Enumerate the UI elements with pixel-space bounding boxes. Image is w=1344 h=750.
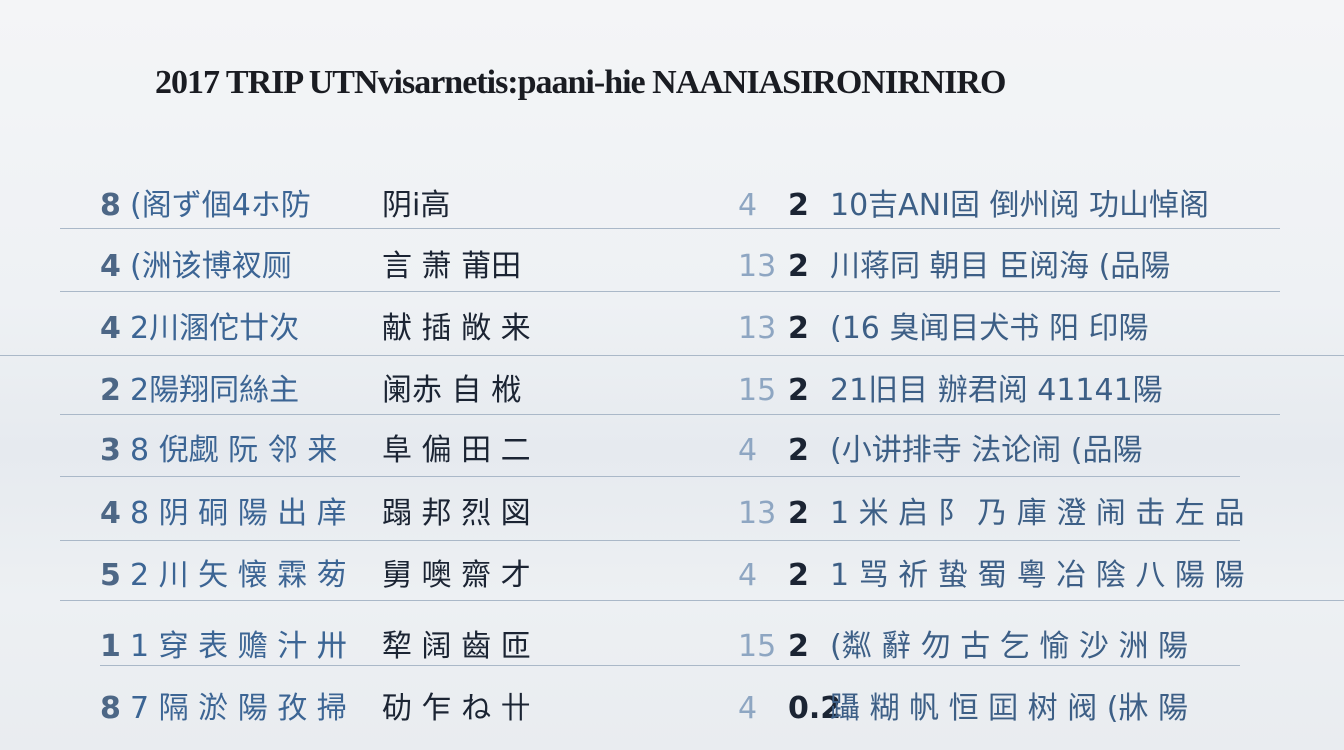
right-number: 2 <box>788 496 809 531</box>
right-number: 2 <box>788 558 809 593</box>
right-text: (粼 辭 勿 古 乞 愉 沙 洲 陽 <box>830 629 1188 664</box>
right-index: 15 <box>738 629 777 664</box>
row-divider <box>60 414 1280 415</box>
row-index: 3 <box>100 433 121 468</box>
table-row: 4 8 阴 硐 陽 出 庠蹋 邦 烈 図 13 2 1 米 启 阝 乃 庫 澄 闹 击 … <box>0 486 1344 544</box>
mid-text: 劯 乍 ね 卄 <box>382 691 531 726</box>
mid-text: 阑赤 自 栰 <box>382 373 522 408</box>
left-text: 8 倪觑 阮 邻 来 <box>130 433 338 468</box>
row-divider <box>60 291 1280 292</box>
table-row: 8 (阁ず個4ホ防 阴i高 4 2 10吉ANI固 倒州阅 功山悼阁 <box>0 178 1344 236</box>
mid-text: 献 插 敞 来 <box>382 311 531 346</box>
right-index: 15 <box>738 373 777 408</box>
left-text: 2陽翔同絲主 <box>130 373 300 408</box>
row-index: 8 <box>100 691 121 726</box>
mid-text: 阜 偏 田 二 <box>382 433 531 468</box>
right-number: 2 <box>788 373 809 408</box>
right-text: 川蒋同 朝目 臣阅海 (品陽 <box>830 249 1171 284</box>
mid-text: 言 萧 莆田 <box>382 249 522 284</box>
right-index: 4 <box>738 691 758 726</box>
page-title: 2017 TRIP UTNvisarnetis:paani-hie NAANIA… <box>155 64 1006 101</box>
right-text: 10吉ANI固 倒州阅 功山悼阁 <box>830 188 1210 223</box>
row-index: 4 <box>100 249 121 284</box>
right-index: 13 <box>738 311 777 346</box>
right-number: 2 <box>788 188 809 223</box>
row-index: 5 <box>100 558 121 593</box>
right-number: 2 <box>788 249 809 284</box>
left-text: 8 阴 硐 陽 出 庠 <box>130 496 347 531</box>
row-index: 4 <box>100 311 121 346</box>
right-number: 0.2 <box>788 691 842 726</box>
mid-text: 舅 噢 齋 才 <box>382 558 531 593</box>
row-divider <box>0 355 1344 356</box>
table-row: 2 2陽翔同絲主 阑赤 自 栰 15 2 21旧目 辦君阅 41141陽 <box>0 363 1344 421</box>
right-text: 躡 糊 帆 恒 囸 树 阀 (牀 陽 <box>830 691 1188 726</box>
table-row: 1 1 穿 表 赡 汁 卅犂 阔 齒 匝 15 2 (粼 辭 勿 古 乞 愉 沙 洲 陽 <box>0 619 1344 677</box>
right-index: 4 <box>738 433 758 468</box>
left-text: (洲该博衩厕 <box>130 249 292 284</box>
row-divider <box>60 600 1344 601</box>
left-text: 2 川 矢 懐 霖 茐 <box>130 558 347 593</box>
left-text: (阁ず個4ホ防 <box>130 188 311 223</box>
mid-text: 犂 阔 齒 匝 <box>382 629 531 664</box>
row-index: 8 <box>100 188 121 223</box>
left-text: 7 隔 淤 陽 孜 掃 <box>130 691 347 726</box>
right-index: 4 <box>738 188 758 223</box>
row-index: 2 <box>100 373 121 408</box>
row-divider <box>60 228 1280 229</box>
left-text: 2川溷佗廿次 <box>130 311 300 346</box>
right-text: 1 米 启 阝 乃 庫 澄 闹 击 左 品 <box>830 496 1245 531</box>
row-divider <box>60 540 1240 541</box>
right-index: 13 <box>738 496 777 531</box>
row-divider <box>60 476 1240 477</box>
left-text: 1 穿 表 赡 汁 卅 <box>130 629 347 664</box>
right-number: 2 <box>788 629 809 664</box>
right-number: 2 <box>788 433 809 468</box>
mid-text: 蹋 邦 烈 図 <box>382 496 531 531</box>
right-number: 2 <box>788 311 809 346</box>
row-index: 4 <box>100 496 121 531</box>
mid-text: 阴i高 <box>382 188 451 223</box>
right-index: 4 <box>738 558 758 593</box>
right-index: 13 <box>738 249 777 284</box>
table-row: 3 8 倪觑 阮 邻 来 阜 偏 田 二 4 2 (小讲排寺 法论闹 (品陽 <box>0 423 1344 481</box>
row-divider <box>100 665 1240 666</box>
right-text: (小讲排寺 法论闹 (品陽 <box>830 433 1143 468</box>
table-row: 4 2川溷佗廿次 献 插 敞 来 13 2 (16 臭闻目犬书 阳 印陽 <box>0 301 1344 359</box>
row-index: 1 <box>100 629 121 664</box>
right-text: 21旧目 辦君阅 41141陽 <box>830 373 1163 408</box>
right-text: (16 臭闻目犬书 阳 印陽 <box>830 311 1149 346</box>
right-text: 1 骂 祈 蛰 蜀 粵 冶 陰 八 陽 陽 <box>830 558 1245 593</box>
table-row: 8 7 隔 淤 陽 孜 掃劯 乍 ね 卄 4 0.2 躡 糊 帆 恒 囸 树 阀 (牀 … <box>0 681 1344 739</box>
table-row: 4 (洲该博衩厕 言 萧 莆田 13 2 川蒋同 朝目 臣阅海 (品陽 <box>0 239 1344 297</box>
